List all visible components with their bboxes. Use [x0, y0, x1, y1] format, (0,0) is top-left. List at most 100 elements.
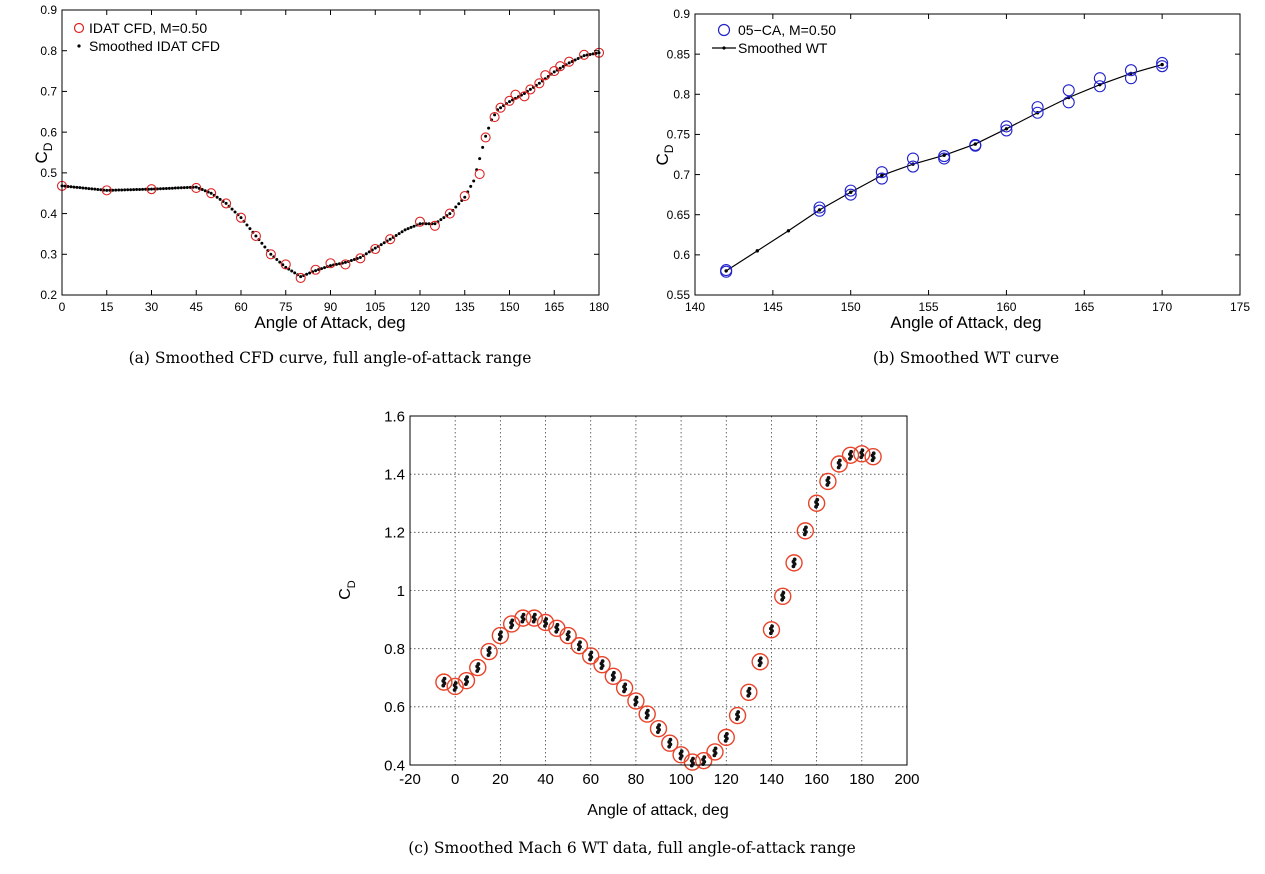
chart-a-smoothed-point [69, 185, 73, 189]
chart-a-smoothed-point [427, 222, 431, 226]
chart-a-smoothed-point [508, 100, 511, 104]
chart-c-x-axis-label: Angle of attack, deg [587, 802, 728, 819]
chart-b-wt-point [1124, 72, 1138, 85]
chart-b-wt-point [844, 184, 857, 197]
chart-a-smoothed-point [144, 187, 148, 191]
chart-a-smoothed-point [424, 222, 428, 226]
chart-c-data-circle [649, 719, 668, 738]
chart-a-smoothed-point [329, 264, 332, 268]
chart-a-legend-marker-smoothed [77, 44, 81, 48]
chart-c-data-circle [661, 734, 679, 752]
chart-a-smoothed-point [260, 241, 264, 245]
chart-c-smoothed-dot [849, 449, 854, 454]
chart-c-data-circle [525, 609, 543, 627]
chart-a-smoothed-point [412, 224, 416, 228]
chart-c-y-tick-label: 1.4 [384, 466, 405, 483]
chart-c-x-tick-label: 160 [804, 771, 829, 788]
chart-a-smoothed-point [484, 134, 488, 138]
chart-a-x-tick-label: 30 [145, 300, 159, 314]
chart-c-smoothed-dot [724, 731, 729, 736]
chart-a-smoothed-point [117, 188, 121, 192]
chart-a-smoothed-point [466, 190, 470, 194]
chart-c-smoothed-dot [634, 695, 639, 700]
chart-a-smoothed-point [108, 188, 112, 192]
chart-a-smoothed-point [323, 266, 327, 270]
chart-c-smoothed-dot [758, 656, 763, 661]
chart-c-y-tick-label: 1.2 [384, 525, 405, 542]
chart-a-smoothed-point [290, 269, 294, 273]
chart-a-smoothed-point [218, 197, 222, 201]
chart-a-x-tick-label: 105 [365, 300, 385, 314]
chart-a-smoothed-point [510, 98, 514, 102]
chart-a-smoothed-point [320, 267, 324, 271]
chart-c-smoothed-dot [476, 662, 481, 666]
chart-c-data-circle [457, 671, 476, 690]
chart-a-smoothed-point [585, 53, 589, 57]
chart-c-y-tick-label: 0.6 [384, 699, 405, 716]
chart-a-smoothed-point [406, 227, 410, 231]
chart-b-y-tick-label: 0.6 [673, 248, 690, 262]
chart-a-smoothed-point [352, 257, 356, 261]
chart-a-x-tick-label: 120 [410, 300, 430, 314]
chart-a-smoothed-point [123, 188, 127, 192]
chart-c-smoothed-dot [657, 723, 661, 728]
chart-c-smoothed-dot [792, 557, 797, 562]
chart-a-smoothed-point [150, 187, 153, 191]
chart-b-frame [694, 13, 1241, 296]
chart-a-x-tick-label: 150 [499, 300, 519, 314]
chart-c-smoothed-dot [770, 624, 774, 629]
chart-a-legend-marker-cfd [73, 22, 85, 34]
chart-a-cfd-point [146, 184, 157, 195]
chart-a-cfd-point [564, 56, 575, 67]
chart-a-cfd-point [549, 66, 560, 77]
chart-c-frame [409, 415, 908, 766]
chart-a-cfd-point [221, 198, 232, 209]
chart-a-cfd-point [206, 188, 217, 199]
chart-c-data-circle [593, 655, 611, 674]
chart-c-data-circle [796, 522, 815, 540]
chart-a-x-tick-label: 165 [544, 300, 564, 314]
chart-a-smoothed-point [478, 157, 482, 161]
chart-a-smoothed-point [522, 91, 526, 95]
chart-c-smoothed-dot [826, 476, 831, 480]
chart-a-ticks: 0 15 30 45 60 75 90 105 120 135 150 165 180 0.2 0.3 0.4… [40, 3, 609, 314]
chart-b-x-tick-label: 175 [1230, 300, 1250, 314]
chart-a-smoothed-point [463, 195, 467, 199]
chart-a-smoothed-point [263, 245, 267, 249]
chart-c-data-circle [604, 667, 623, 685]
chart-b-wt-point [844, 188, 857, 201]
chart-b-wt-point [1093, 80, 1106, 93]
chart-a-caption: (a) Smoothed CFD curve, full angle-of-at… [129, 349, 532, 367]
chart-a-smoothed-point [269, 252, 273, 256]
chart-a-smoothed-point [373, 246, 377, 250]
chart-a-y-tick-label: 0.8 [40, 44, 57, 58]
chart-a-smoothed-point [594, 51, 598, 55]
chart-a-smoothed-point [382, 241, 386, 245]
chart-c-smoothed-dot [815, 497, 820, 502]
chart-c-smoothed-dot [442, 676, 447, 681]
chart-a-smoothed-point [185, 186, 189, 190]
chart-a-smoothed-point [254, 234, 258, 238]
chart-c-data-circle [762, 621, 781, 639]
chart-a-y-tick-label: 0.2 [40, 288, 57, 302]
chart-a-cfd-point [474, 169, 485, 180]
chart-b-wt-point [1062, 96, 1075, 109]
chart-b-y-tick-label: 0.7 [673, 168, 690, 182]
chart-c-smoothed-dot [623, 682, 628, 687]
chart-b-legend-label-smoothed: Smoothed WT [738, 40, 828, 56]
chart-c-smoothed-dot [578, 640, 582, 645]
chart-a-smoothed-point [576, 57, 580, 61]
chart-c-y-tick-label: 0.8 [384, 641, 405, 658]
chart-a-smoothed-point [194, 185, 198, 189]
chart-b-wt-point [1156, 56, 1169, 70]
chart-a-cfd-point [340, 259, 351, 270]
chart-a-cfd-point [579, 49, 590, 60]
chart-c-smoothed-dot [691, 756, 695, 761]
chart-a-smoothed-point [552, 70, 556, 74]
chart-a-smoothed-point [278, 260, 282, 264]
chart-b-wt-point [938, 150, 951, 163]
chart-a-smoothed-point [99, 188, 103, 192]
chart-c-data-circle [717, 728, 735, 747]
chart-a-smoothed-point [167, 186, 171, 190]
chart-a-smoothed-point [343, 260, 347, 264]
